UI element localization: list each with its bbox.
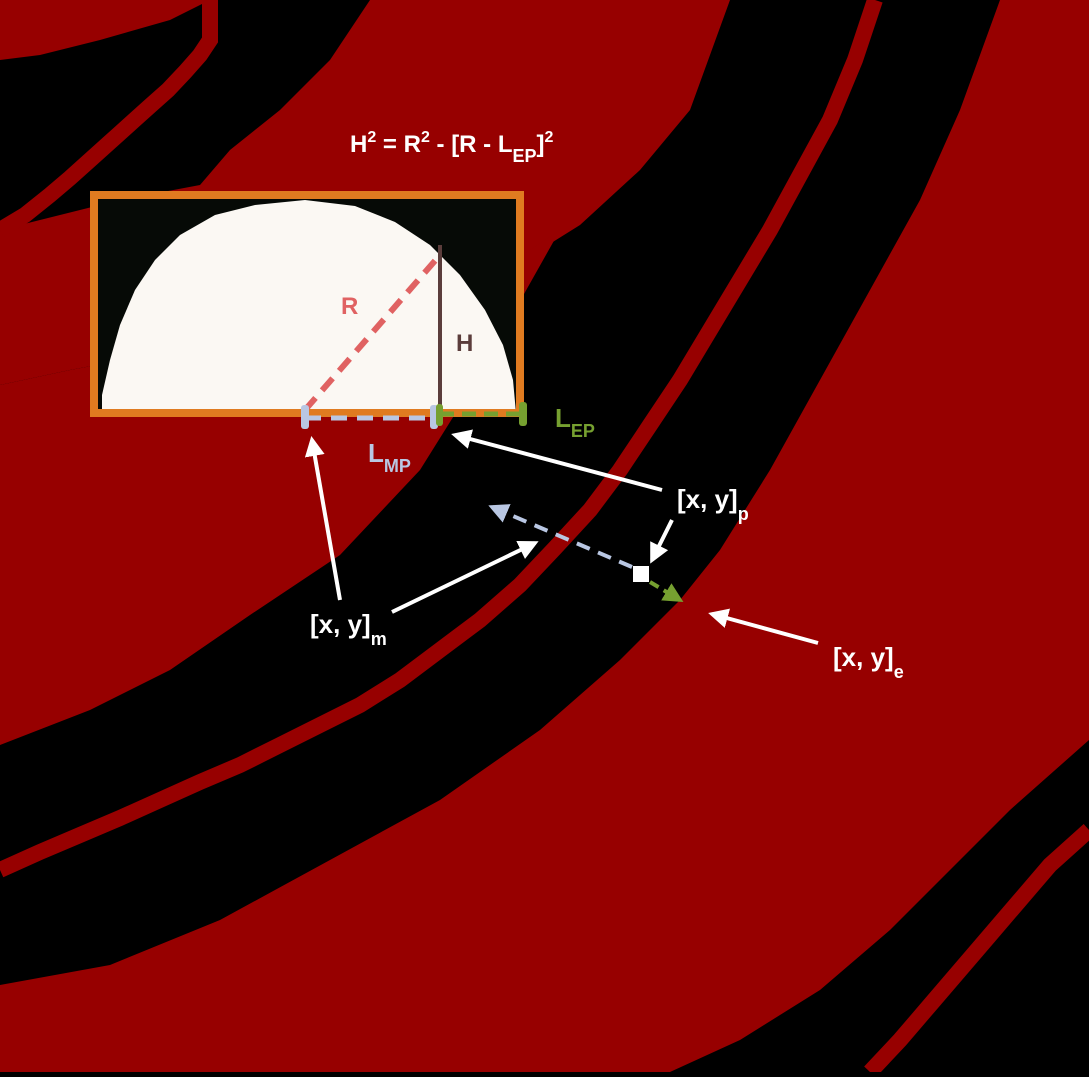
label-xy-m: [x, y]m (310, 609, 387, 649)
radius-line (302, 253, 443, 412)
xye-main: [x, y] (833, 642, 894, 672)
eq-sub: EP (513, 146, 537, 166)
vector-to-e (648, 580, 684, 603)
eq-sq1: 2 (367, 129, 376, 146)
label-xy-e: [x, y]e (833, 642, 904, 682)
lep-main: L (555, 403, 571, 433)
lmp-main: L (368, 438, 384, 468)
xyp-sub: p (738, 504, 749, 524)
label-arrows (304, 429, 819, 645)
arrow-p-to-point (650, 519, 674, 564)
eq-sq3: 2 (545, 129, 554, 146)
droplet-profile (102, 200, 516, 413)
label-lep: LEP (555, 403, 595, 441)
xyp-main: [x, y] (677, 484, 738, 514)
label-h: H (456, 330, 473, 357)
lmp-sub: MP (384, 456, 411, 476)
eq-minus: - [R - L (430, 131, 513, 158)
point-p-marker (633, 566, 649, 582)
eq-sq2: 2 (421, 129, 430, 146)
xym-main: [x, y] (310, 609, 371, 639)
stair-line-1 (0, 0, 218, 237)
xye-sub: e (894, 662, 904, 682)
arrow-m-to-surface (304, 436, 342, 601)
inset-panel (90, 191, 527, 429)
vector-to-m (488, 504, 633, 569)
stair-line-2 (0, 0, 883, 878)
arrow-p-to-surface (451, 429, 663, 492)
arrow-e (708, 608, 819, 645)
lep-start-tick (436, 404, 443, 426)
stair-line-3 (864, 824, 1089, 1077)
lep-end-tick (519, 402, 527, 426)
lep-sub: EP (571, 421, 595, 441)
eq-r: R (404, 131, 421, 158)
lmp-start-tick (301, 405, 309, 429)
label-xy-p: [x, y]p (677, 484, 749, 524)
label-r: R (341, 293, 358, 320)
equation: H2 = R2 - [R - LEP]2 (350, 129, 554, 166)
label-lmp: LMP (368, 438, 411, 476)
red-corner-patch (0, 0, 210, 60)
arrow-m-to-line (391, 540, 539, 614)
xym-sub: m (371, 629, 387, 649)
eq-close: ] (537, 131, 545, 158)
eq-eq: = (376, 131, 403, 158)
eq-h: H (350, 131, 367, 158)
